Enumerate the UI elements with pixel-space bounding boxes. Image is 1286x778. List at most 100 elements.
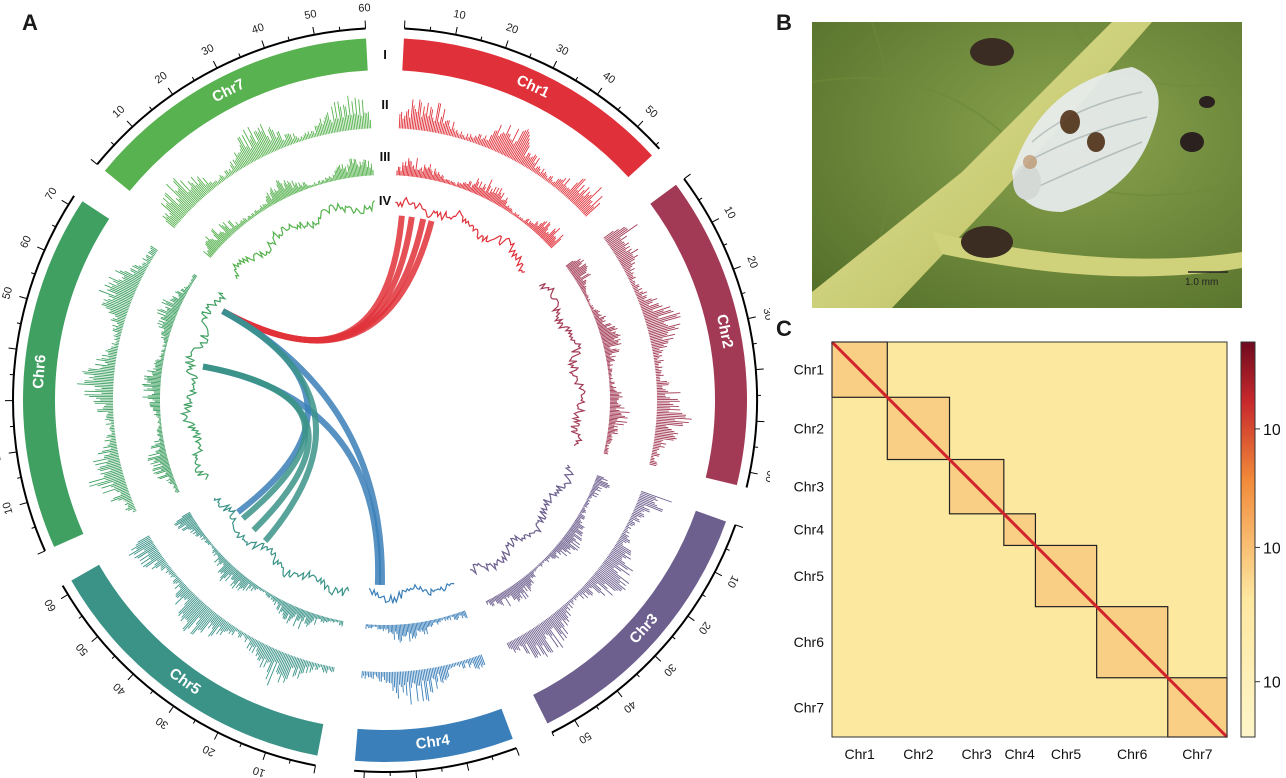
scale-tick	[19, 295, 28, 300]
track-iv-line	[213, 497, 350, 597]
tick-label: 10	[452, 8, 466, 22]
ideogram-band	[650, 184, 748, 486]
lace-bug-photo: 1.0 mm	[812, 22, 1242, 308]
scale-tick	[212, 60, 218, 69]
tick-label: 40	[600, 70, 617, 87]
track-iii-histogram	[396, 158, 564, 249]
track-ii-histogram	[603, 224, 692, 467]
tick-label: 30	[661, 661, 678, 678]
track-iv-line	[469, 464, 575, 576]
scale-tick	[725, 548, 730, 551]
tick-label: 20	[201, 742, 217, 758]
chromosome-label: Chr6	[30, 354, 50, 389]
scale-tick	[31, 526, 36, 529]
scale-tick	[150, 690, 154, 695]
track-ii-histogram	[160, 95, 372, 229]
tick-label: 20	[696, 619, 713, 636]
chromosome-label: Chr2	[713, 313, 736, 350]
tick-label: 40	[111, 680, 128, 697]
tick-label: 40	[0, 339, 3, 353]
scale-tick	[529, 53, 532, 58]
scale-tick	[714, 571, 723, 577]
scale-tick	[655, 141, 660, 146]
tick-label: 60	[763, 469, 770, 483]
track-ii-histogram	[506, 490, 672, 658]
scale-tick	[687, 615, 695, 622]
scale-tick	[8, 451, 17, 454]
scale-arc	[404, 27, 661, 150]
tick-label: 60	[42, 597, 59, 614]
tick-label: 10	[251, 764, 266, 778]
track-iii-histogram	[203, 158, 374, 258]
scale-tick	[752, 342, 757, 345]
tick-label: 20	[0, 448, 4, 462]
scale-label: 1.0 mm	[1185, 277, 1218, 288]
track-iii-histogram	[365, 610, 468, 643]
scale-tick	[261, 40, 265, 49]
scale-tick	[287, 36, 290, 41]
synteny-link	[202, 363, 312, 533]
tick-label: 60	[18, 234, 34, 250]
scale-tick	[61, 199, 69, 205]
circos-plot: 1020304050Chr1102030405060Chr21020304050…	[0, 2, 770, 778]
tick-label: 10	[110, 104, 127, 121]
scale-tick	[415, 770, 418, 778]
y-axis-label: Chr7	[794, 699, 825, 715]
x-axis-label: Chr1	[844, 746, 875, 762]
scale-tick	[213, 732, 219, 740]
tick-label: 30	[554, 42, 570, 58]
scale-arc	[61, 585, 316, 767]
scale-tick	[37, 246, 45, 251]
ideogram-band	[533, 510, 727, 724]
tick-label: 40	[250, 21, 265, 36]
scale-tick	[574, 719, 580, 728]
panel-label-b: B	[776, 10, 792, 35]
scale-tick	[515, 747, 520, 756]
chromosome-chr2: 102030405060Chr2	[539, 173, 770, 488]
tick-label: 60	[358, 2, 371, 15]
scale-tick	[491, 756, 494, 761]
tick-label: 50	[0, 286, 15, 301]
scale-tick	[238, 53, 241, 58]
scale-tick	[596, 87, 603, 95]
ideogram-band	[71, 564, 324, 756]
colorbar-tick-label: 10²	[1263, 675, 1280, 692]
scale-tick	[636, 673, 640, 678]
scale-arc	[551, 524, 737, 734]
scale-tick	[575, 76, 579, 81]
hic-heatmap: Chr1 Chr1 Chr2 Chr2 Chr3 Chr3 Chr4 Chr4 Chr5 Chr5…	[794, 340, 1280, 762]
x-axis-label: Chr3	[961, 746, 992, 762]
chromosome-box	[886, 396, 951, 461]
x-axis-label: Chr5	[1051, 746, 1082, 762]
scale-tick	[701, 594, 706, 598]
scale-tick	[168, 705, 175, 714]
scale-tick	[110, 141, 115, 146]
track-iii-histogram	[565, 258, 630, 455]
scale-tick	[51, 224, 56, 228]
track-ii-histogram	[77, 245, 158, 513]
scale-tick	[441, 767, 443, 772]
panel-label-c: C	[776, 316, 792, 341]
scale-tick	[480, 36, 483, 41]
colorbar-tick-label: 10³	[1263, 540, 1280, 557]
scale-tick	[37, 550, 46, 555]
colorbar	[1240, 341, 1256, 738]
x-axis-label: Chr7	[1182, 746, 1213, 762]
tick-label: 50	[577, 729, 594, 746]
track-label: IV	[379, 193, 392, 208]
scale-tick	[17, 476, 22, 479]
track-label: II	[381, 97, 388, 112]
tick-label: 50	[643, 104, 660, 121]
chromosome-box	[1096, 606, 1169, 679]
scale-tick	[552, 60, 558, 69]
scale-tick	[288, 759, 291, 764]
tick-label: 40	[769, 361, 770, 374]
track-iii-histogram	[173, 511, 344, 629]
scale-tick	[313, 765, 316, 774]
ideogram-band	[402, 38, 652, 178]
synteny-link	[221, 220, 435, 344]
track-ii-histogram	[128, 535, 335, 686]
ideogram-band	[104, 38, 368, 191]
